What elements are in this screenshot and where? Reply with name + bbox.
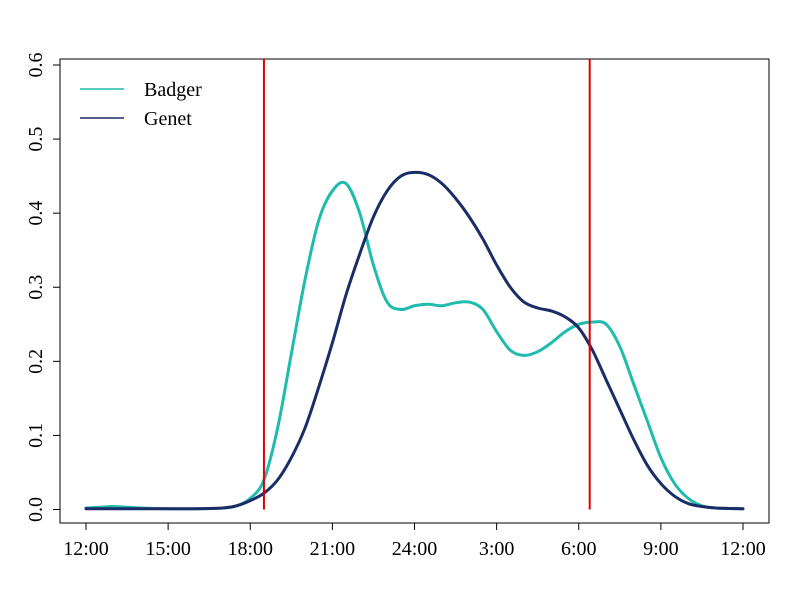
- legend-label-badger: Badger: [144, 79, 202, 101]
- legend-label-genet: Genet: [144, 108, 192, 130]
- x-tick-label: 18:00: [227, 538, 273, 560]
- series-line-genet: [84, 170, 745, 511]
- y-tick-label: 0.0: [25, 497, 47, 522]
- legend: Badger Genet: [80, 79, 202, 130]
- x-tick-label: 24:00: [392, 538, 438, 560]
- y-tick-label: 0.1: [25, 423, 47, 448]
- reference-lines: [262, 59, 591, 510]
- y-axis: 0.0 0.1 0.2 0.3 0.4 0.5 0.6: [25, 53, 61, 522]
- y-tick-label: 0.5: [25, 127, 47, 152]
- y-tick-label: 0.6: [25, 53, 47, 78]
- x-tick-label: 12:00: [63, 538, 109, 560]
- x-axis: 12:00 15:00 18:00 21:00 24:00 3:00 6:00 9:00 12:…: [63, 522, 766, 560]
- x-tick-label: 21:00: [310, 538, 356, 560]
- series-layer: [84, 170, 745, 511]
- x-tick-label: 3:00: [479, 538, 515, 560]
- y-tick-label: 0.3: [25, 275, 47, 300]
- x-tick-label: 15:00: [145, 538, 191, 560]
- x-tick-label: 12:00: [720, 538, 766, 560]
- y-tick-label: 0.2: [25, 349, 47, 374]
- x-tick-label: 9:00: [643, 538, 679, 560]
- x-tick-label: 6:00: [561, 538, 597, 560]
- y-tick-label: 0.4: [25, 201, 47, 226]
